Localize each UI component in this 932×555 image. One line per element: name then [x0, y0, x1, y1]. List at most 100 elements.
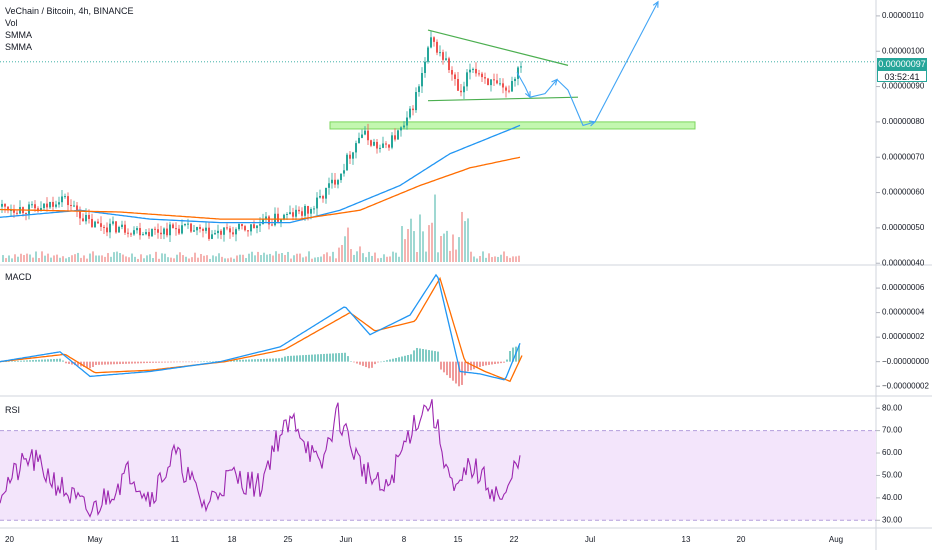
- rsi-axis-label: 40.00: [882, 493, 903, 502]
- macd-histogram-bar: [413, 350, 415, 362]
- candle-body: [301, 211, 303, 216]
- macd-histogram-bar: [101, 361, 103, 365]
- volume-bar: [449, 250, 451, 262]
- candle-body: [256, 225, 258, 229]
- volume-bar: [218, 253, 220, 262]
- candle-body: [94, 221, 96, 228]
- macd-histogram-bar: [182, 361, 184, 363]
- candle-body: [223, 227, 225, 235]
- candle-body: [124, 224, 126, 233]
- volume-bar: [161, 253, 163, 262]
- macd-histogram-bar: [467, 361, 469, 372]
- macd-histogram-bar: [377, 361, 379, 363]
- candle-body: [46, 203, 48, 208]
- time-axis-label: 18: [228, 535, 237, 544]
- candle-body: [511, 81, 513, 92]
- volume-bar: [461, 211, 463, 262]
- volume-bar: [326, 252, 328, 262]
- time-axis-label: 15: [454, 535, 463, 544]
- volume-bar: [251, 251, 253, 262]
- macd-histogram-bar: [17, 360, 19, 362]
- macd-histogram-bar: [440, 361, 442, 370]
- candle-body: [394, 135, 396, 140]
- candle-body: [220, 230, 222, 235]
- macd-histogram-bar: [41, 359, 43, 362]
- candle-body: [49, 201, 51, 208]
- volume-bar: [35, 251, 37, 262]
- candle-body: [232, 232, 234, 235]
- price-axis-label: 0.00000080: [882, 117, 925, 126]
- volume-bar: [152, 257, 154, 262]
- volume-bar: [371, 255, 373, 262]
- macd-histogram-bar: [149, 361, 151, 363]
- smma-fast-legend[interactable]: SMMA: [5, 30, 32, 40]
- rsi-axis-label: 70.00: [882, 426, 903, 435]
- macd-histogram-bar: [14, 360, 16, 362]
- candle-body: [184, 223, 186, 226]
- volume-bar: [500, 254, 502, 262]
- volume-bar: [503, 251, 505, 262]
- candle-body: [226, 227, 228, 229]
- candle-body: [520, 66, 522, 68]
- candle-body: [265, 216, 267, 219]
- volume-bar: [26, 253, 28, 262]
- macd-histogram-bar: [65, 361, 67, 364]
- smma-slow-legend[interactable]: SMMA: [5, 42, 32, 52]
- macd-histogram-bar: [209, 361, 211, 362]
- candle-body: [481, 73, 483, 78]
- candle-body: [370, 140, 372, 146]
- volume-bar: [515, 256, 517, 262]
- volume-bar: [254, 255, 256, 262]
- volume-bar: [347, 227, 349, 262]
- macd-histogram-bar: [278, 358, 280, 362]
- candle-body: [217, 230, 219, 234]
- macd-histogram-bar: [146, 361, 148, 364]
- rsi-pane-label[interactable]: RSI: [5, 405, 21, 415]
- macd-histogram-bar: [401, 356, 403, 362]
- volume-bar: [53, 255, 55, 262]
- volume-bar: [416, 252, 418, 262]
- candle-body: [403, 125, 405, 128]
- volume-bar: [497, 256, 499, 262]
- volume-bar: [359, 246, 361, 262]
- macd-histogram-bar: [455, 361, 457, 384]
- volume-bar: [101, 255, 103, 262]
- price-axis-label: 0.00000090: [882, 82, 925, 91]
- volume-bar: [83, 255, 85, 262]
- candle-body: [25, 213, 27, 215]
- volume-bar: [2, 255, 4, 262]
- volume-bar: [488, 253, 490, 262]
- candle-body: [292, 212, 294, 217]
- macd-histogram-bar: [23, 360, 25, 362]
- candle-body: [82, 218, 84, 222]
- volume-bar: [296, 253, 298, 262]
- macd-histogram-bar: [383, 360, 385, 362]
- signal-line: [0, 276, 523, 383]
- volume-bar: [431, 222, 433, 262]
- candle-body: [286, 213, 288, 215]
- candle-body: [64, 196, 66, 198]
- macd-histogram-bar: [509, 351, 511, 362]
- macd-histogram-bar: [83, 361, 85, 367]
- candle-body: [388, 144, 390, 148]
- candle-body: [487, 78, 489, 86]
- macd-histogram-bar: [260, 359, 262, 362]
- time-axis-label: 8: [402, 535, 407, 544]
- volume-bar: [32, 257, 34, 262]
- volume-bar: [50, 257, 52, 262]
- volume-legend[interactable]: Vol: [5, 18, 18, 28]
- volume-bar: [329, 256, 331, 262]
- macd-histogram-bar: [404, 355, 406, 362]
- candle-body: [328, 183, 330, 188]
- volume-bar: [257, 251, 259, 262]
- macd-histogram-bar: [119, 361, 121, 365]
- volume-bar: [179, 252, 181, 262]
- symbol-title[interactable]: VeChain / Bitcoin, 4h, BINANCE: [5, 6, 134, 16]
- rsi-axis-label: 50.00: [882, 471, 903, 480]
- volume-bar: [104, 256, 106, 262]
- macd-pane-label[interactable]: MACD: [5, 272, 32, 282]
- volume-bar: [185, 256, 187, 262]
- volume-bar: [14, 254, 16, 262]
- time-axis-label: Jun: [340, 535, 353, 544]
